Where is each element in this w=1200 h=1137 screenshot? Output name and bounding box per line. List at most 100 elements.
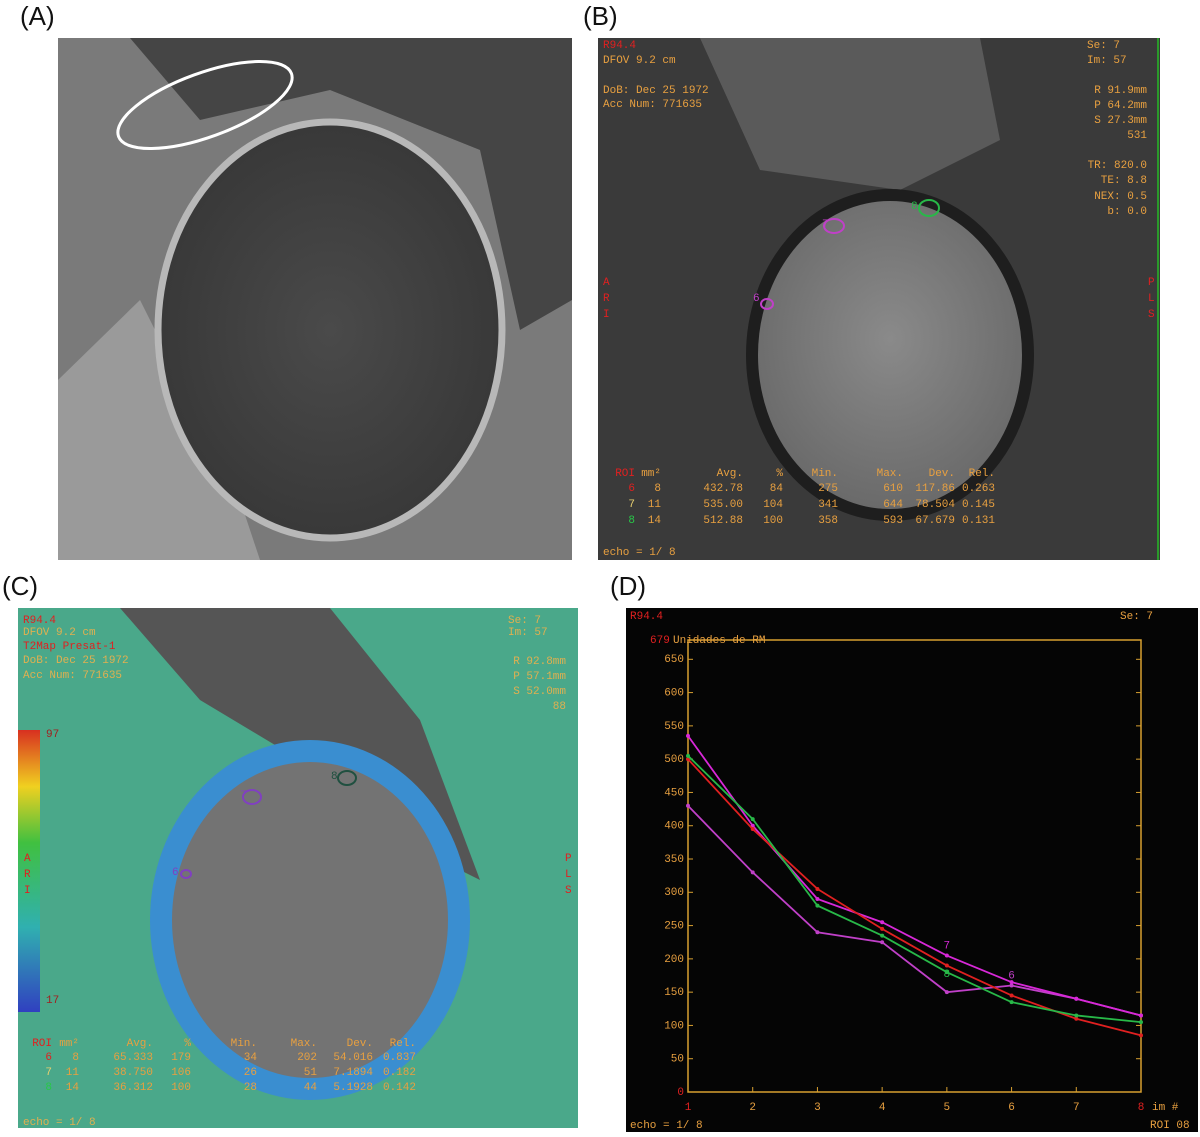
table-header: Dev. [347,1038,373,1050]
table-header: % [776,468,783,480]
panel-label: (C) [2,571,38,601]
table-cell: 7 [628,499,635,511]
table-cell: 0.142 [383,1082,416,1094]
overlay-text: Acc Num: 771635 [603,99,702,111]
orientation-letter: R [24,869,31,881]
overlay-text: 531 [1127,130,1147,142]
table-header: Rel. [969,468,995,480]
overlay-text: Im: 57 [1087,55,1127,67]
y-max-label: 679 [650,635,670,647]
chart-frame [687,639,1142,1093]
table-cell: 54.016 [333,1052,373,1064]
series-point [815,886,820,891]
table-cell: 8 [628,515,635,527]
y-tick-label: 50 [671,1054,684,1066]
y-tick-label: 500 [664,754,684,766]
series-label: 7 [944,940,951,952]
roi-circle [760,298,774,310]
roi-circle [918,199,940,217]
x-axis-label: im # [1152,1102,1179,1114]
series-label: 6 [1008,970,1015,982]
colorbar-label: 17 [46,995,59,1007]
series-point [815,896,820,901]
table-cell: 34 [244,1052,258,1064]
table-cell: 14 [648,515,662,527]
overlay-text: NEX: 0.5 [1094,191,1147,203]
roi-label: 8 [331,771,338,783]
table-cell: 65.333 [113,1052,153,1064]
series-point [750,817,755,822]
series-point [1074,996,1079,1001]
femoral-head [172,762,448,1078]
roi-label: 7 [822,219,829,231]
table-cell: 7.1894 [333,1067,373,1079]
overlay-text: DoB: Dec 25 1972 [603,85,709,97]
y-axis-label: Unidades de RM [673,635,765,647]
series-point [880,940,885,945]
series-point [750,870,755,875]
chart-title: R94.4 [630,611,663,623]
table-cell: 7 [45,1067,52,1079]
overlay-text: TE: 8.8 [1101,175,1147,187]
table-cell: 11 [648,499,662,511]
orientation-letter: A [24,853,31,865]
table-cell: 44 [304,1082,318,1094]
light-region [58,300,260,560]
y-tick-label: 400 [664,821,684,833]
roi-label: 7 [240,790,247,802]
overlay-text: R 91.9mm [1094,85,1147,97]
series-point [815,903,820,908]
series-point [1009,983,1014,988]
table-cell: 0.263 [962,483,995,495]
series-line [687,755,1142,1023]
table-cell: 179 [171,1052,191,1064]
series-point [686,753,690,758]
table-cell: 8 [654,483,661,495]
x-tick-label: 4 [879,1102,886,1114]
orientation-letter: I [603,309,610,321]
table-cell: 535.00 [703,499,743,511]
table-cell: 512.88 [703,515,743,527]
series-point [1139,1033,1143,1038]
table-cell: 67.679 [915,515,955,527]
x-tick-label: 5 [944,1102,951,1114]
panel-label: (A) [20,1,55,31]
table-cell: 11 [66,1067,80,1079]
orientation-letter: P [1148,277,1155,289]
table-header: Rel. [390,1038,416,1050]
annotation-ellipse [116,59,294,151]
overlay-text: R 92.8mm [513,656,566,668]
table-cell: 5.1928 [333,1082,373,1094]
x-tick-label: 1 [685,1102,692,1114]
table-cell: 275 [818,483,838,495]
overlay-text: S 27.3mm [1094,115,1147,127]
orientation-letter: L [565,869,572,881]
table-cell: 84 [770,483,784,495]
series-point [1009,1000,1014,1005]
series-line [687,758,1142,1037]
x-tick-label: 6 [1008,1102,1015,1114]
table-cell: 0.182 [383,1067,416,1079]
x-tick-label: 3 [814,1102,821,1114]
series-point [944,963,949,968]
y-tick-label: 300 [664,887,684,899]
overlay-text: b: 0.0 [1107,206,1147,218]
dark-region [130,38,572,330]
y-tick-label: 0 [677,1087,684,1099]
overlay-text: TR: 820.0 [1088,160,1147,172]
overlay-text: T2Map Presat-1 [23,641,116,653]
table-cell: 644 [883,499,903,511]
table-cell: 0.145 [962,499,995,511]
table-cell: 51 [304,1067,318,1079]
table-header: Dev. [929,468,955,480]
y-tick-label: 450 [664,787,684,799]
table-cell: 100 [171,1082,191,1094]
corner-text: Se: 7 [1120,611,1153,623]
roi-label: 6 [172,867,179,879]
table-cell: 432.78 [703,483,743,495]
orientation-letter: A [603,277,610,289]
table-cell: 100 [763,515,783,527]
table-cell: 38.750 [113,1067,153,1079]
table-header: Max. [291,1038,317,1050]
